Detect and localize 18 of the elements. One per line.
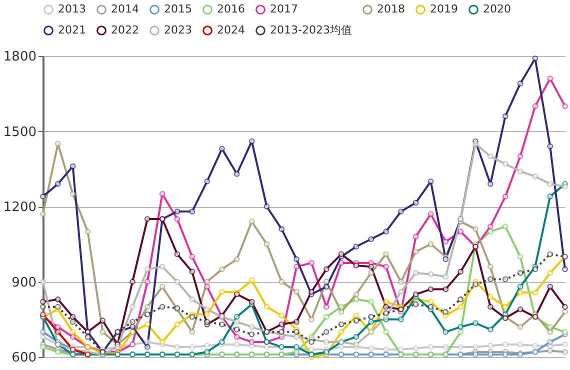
legend-label: 2023: [164, 24, 192, 36]
legend-label: 2019: [430, 2, 458, 16]
y-tick-label: 600: [12, 350, 36, 366]
legend-label: 2022: [111, 24, 139, 36]
legend-label: 2021: [58, 24, 86, 36]
legend-label: 2017: [270, 2, 298, 16]
legend-label: 2013: [58, 2, 86, 16]
y-tick-label: 1500: [3, 124, 36, 140]
y-tick-label: 1800: [3, 50, 36, 64]
legend-label: 2015: [164, 2, 192, 16]
y-tick-label: 900: [12, 275, 36, 290]
legend-label: 2020: [483, 2, 511, 16]
legend-label: 2024: [217, 24, 245, 36]
legend-label: 2016: [217, 2, 245, 16]
legend-label: 2018: [377, 2, 405, 16]
legend-label: 2013-2023均值: [270, 24, 352, 36]
y-tick-label: 1200: [3, 200, 36, 215]
legend-label: 2014: [111, 2, 139, 16]
